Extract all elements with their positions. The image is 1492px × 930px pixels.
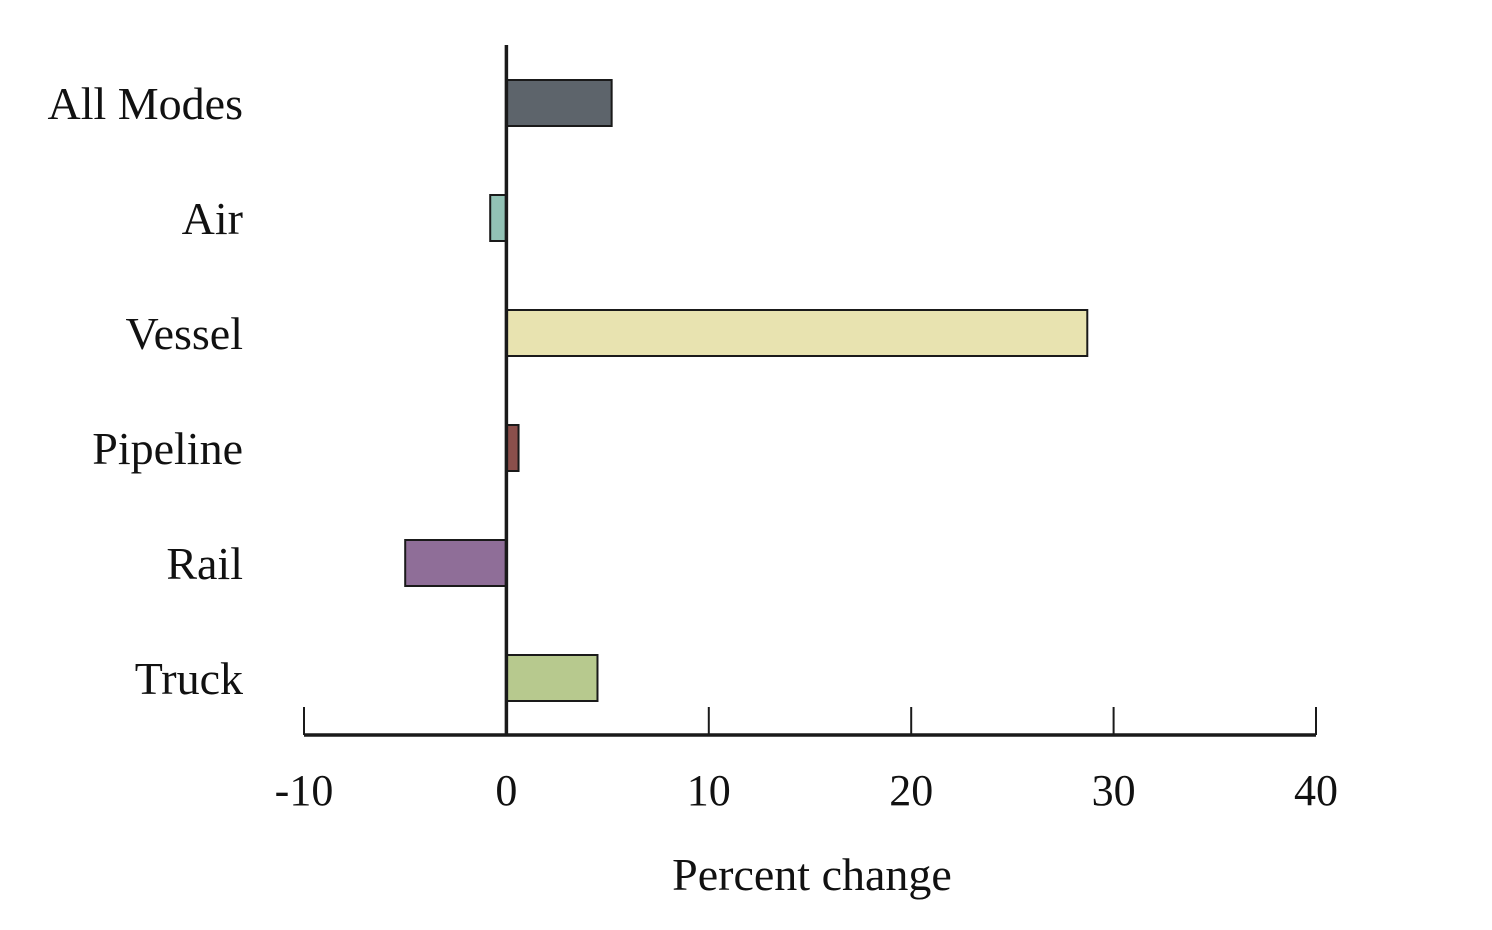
category-label: Rail (166, 538, 243, 589)
category-label: Truck (135, 653, 243, 704)
x-tick-label: -10 (275, 766, 334, 815)
category-label: Air (182, 193, 243, 244)
category-label: Vessel (125, 308, 243, 359)
bar-pipeline (505, 424, 520, 472)
category-label: All Modes (48, 78, 244, 129)
bars-group (404, 79, 1089, 702)
category-label: Pipeline (92, 423, 243, 474)
bar-air (489, 194, 508, 242)
bar-all-modes (505, 79, 613, 127)
x-axis-ticks: -10 0 10 20 30 40 (275, 707, 1338, 815)
bar-vessel (505, 309, 1089, 357)
x-tick-label: 10 (687, 766, 731, 815)
x-tick-label: 0 (495, 766, 517, 815)
x-tick-label: 40 (1294, 766, 1338, 815)
bar-rail (404, 539, 508, 587)
x-tick-label: 30 (1092, 766, 1136, 815)
x-tick-label: 20 (889, 766, 933, 815)
category-labels: All Modes Air Vessel Pipeline Rail Truck (48, 78, 244, 704)
bar-truck (505, 654, 599, 702)
x-axis-title: Percent change (672, 849, 952, 900)
